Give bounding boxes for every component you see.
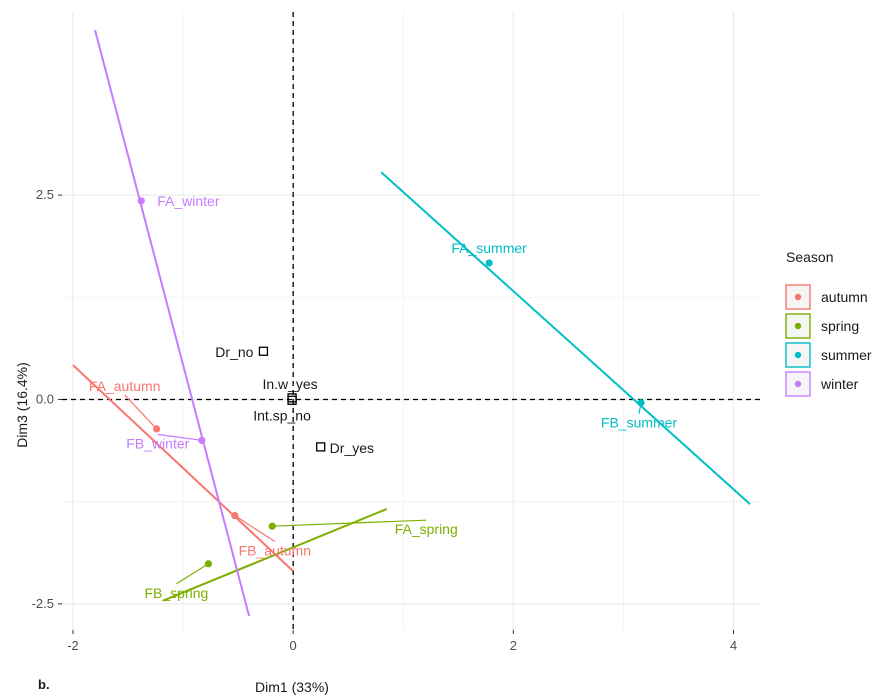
supplementary-variables: Dr_no In.w_yes Int.sp_no Dr_yes bbox=[215, 344, 374, 456]
legend: Season autumn spring summer winter bbox=[785, 249, 872, 397]
series-line-spring bbox=[162, 508, 388, 602]
x-tick-label: 0 bbox=[290, 638, 297, 653]
point-FB_autumn bbox=[231, 511, 239, 520]
point-FA_spring bbox=[268, 522, 276, 530]
series-point-labels: FA_autumn FB_autumn FA_spring FB_spring FA_s… bbox=[89, 193, 678, 601]
legend-dot-autumn bbox=[794, 293, 802, 301]
x-tick-label: -2 bbox=[67, 638, 79, 653]
y-tick-label: 0.0 bbox=[36, 391, 54, 406]
label-leader-lines bbox=[124, 394, 642, 585]
leader-line bbox=[124, 394, 158, 430]
grid-major bbox=[62, 12, 761, 630]
supp-marker-Dr_yes bbox=[316, 442, 326, 452]
legend-label-winter: winter bbox=[820, 376, 859, 392]
series-line-summer bbox=[380, 171, 751, 505]
legend-dot-winter bbox=[794, 380, 802, 388]
series-lines bbox=[72, 29, 751, 617]
legend-label-summer: summer bbox=[821, 347, 872, 363]
point-label: FA_spring bbox=[395, 521, 458, 537]
x-axis-title: Dim1 (33%) bbox=[255, 679, 329, 695]
x-tick-label: 2 bbox=[510, 638, 517, 653]
point-FA_winter bbox=[137, 197, 145, 205]
y-axis-title: Dim3 (16.4%) bbox=[14, 362, 30, 448]
point-label: FA_summer bbox=[451, 240, 527, 256]
leader-line bbox=[176, 563, 209, 585]
legend-label-spring: spring bbox=[821, 318, 859, 334]
y-tick-label: 2.5 bbox=[36, 187, 54, 202]
axes: -2 0 2 4 -2.5 0.0 2.5 bbox=[32, 187, 738, 653]
point-FA_summer bbox=[485, 259, 493, 267]
supp-marker-Int.sp_no bbox=[287, 395, 297, 405]
legend-label-autumn: autumn bbox=[821, 289, 868, 305]
point-label: FB_autumn bbox=[239, 543, 311, 559]
supp-label: In.w_yes bbox=[262, 376, 317, 392]
supp-label: Dr_yes bbox=[330, 440, 374, 456]
point-FB_winter bbox=[198, 436, 206, 444]
point-label: FA_autumn bbox=[89, 378, 161, 394]
point-FB_spring bbox=[204, 560, 213, 568]
legend-dot-spring bbox=[794, 322, 802, 330]
leader-line bbox=[272, 519, 427, 527]
supp-marker-Dr_no bbox=[258, 346, 269, 356]
legend-dot-summer bbox=[794, 351, 802, 359]
supp-label: Int.sp_no bbox=[253, 407, 311, 423]
legend-title: Season bbox=[786, 249, 833, 265]
leader-line bbox=[157, 433, 202, 441]
point-label: FA_winter bbox=[157, 193, 220, 209]
panel-tag: b. bbox=[38, 677, 50, 692]
supp-label: Dr_no bbox=[215, 344, 253, 360]
y-tick-label: -2.5 bbox=[32, 596, 54, 611]
series-points bbox=[137, 197, 645, 568]
point-FA_autumn bbox=[153, 425, 161, 433]
leader-line bbox=[234, 515, 276, 543]
series-line-autumn bbox=[72, 364, 294, 572]
series-line-winter bbox=[94, 29, 251, 617]
point-label: FB_spring bbox=[144, 585, 208, 601]
reference-lines bbox=[62, 12, 761, 630]
supp-marker-In.w_yes bbox=[287, 393, 297, 403]
point-label: FB_summer bbox=[601, 415, 678, 431]
point-FB_summer bbox=[637, 399, 645, 407]
point-label: FB_winter bbox=[126, 435, 189, 451]
grid-minor bbox=[62, 12, 761, 630]
x-tick-label: 4 bbox=[730, 638, 737, 653]
